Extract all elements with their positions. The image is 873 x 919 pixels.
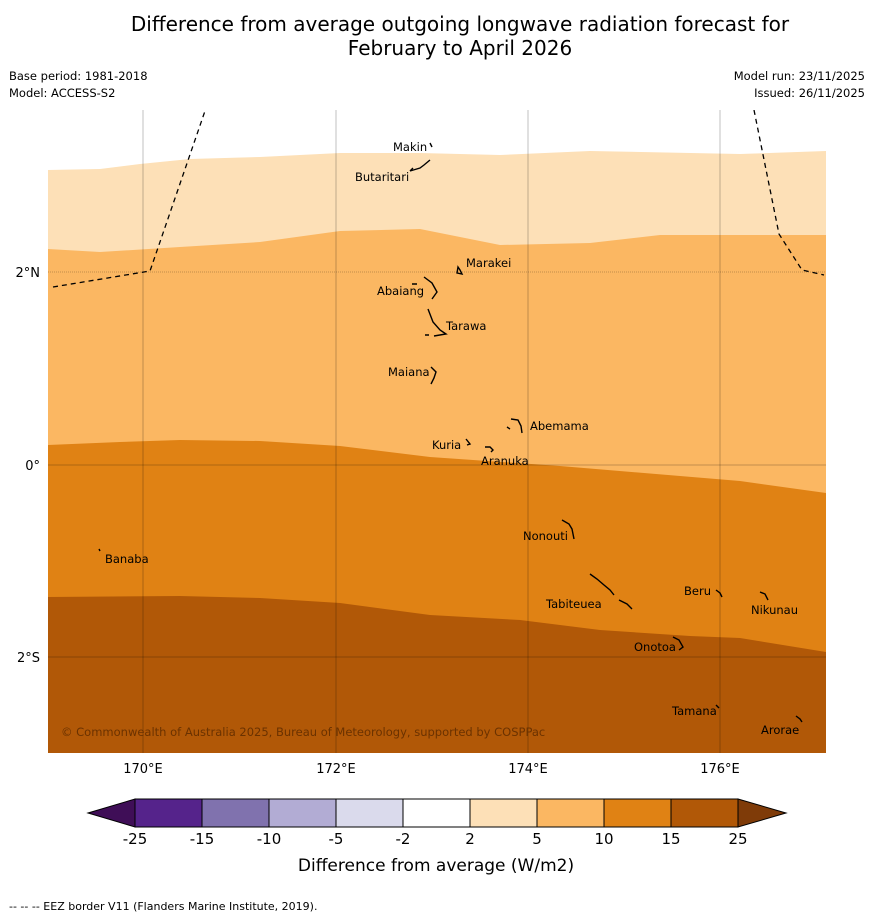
label-tabiteuea: Tabiteuea [545, 597, 602, 611]
label-arorae: Arorae [761, 723, 799, 737]
model-run: Model run: 23/11/2025 [733, 69, 865, 83]
title-line-2: February to April 2026 [347, 36, 573, 60]
nikunau-outline [759, 591, 769, 601]
arorae-outline [795, 715, 803, 723]
lon-label-176: 176°E [700, 762, 740, 777]
lon-label-170: 170°E [123, 762, 163, 777]
colorbar-bin-neg25-neg15 [134, 798, 203, 828]
label-beru: Beru [684, 584, 711, 598]
grid-lines [48, 110, 826, 753]
meta-right: Model run: 23/11/2025 Issued: 26/11/2025 [734, 68, 865, 102]
island-outlines [98, 142, 803, 723]
colorbar-tick: -25 [123, 830, 148, 848]
colorbar-tick: 2 [465, 830, 475, 848]
label-makin: Makin [393, 140, 427, 154]
abemama-outline [506, 418, 523, 434]
colorbar-bin-neg10-neg5 [268, 798, 337, 828]
colorbar-tick: -10 [257, 830, 282, 848]
label-onotoa: Onotoa [634, 640, 676, 654]
issued-date: Issued: 26/11/2025 [754, 86, 865, 100]
label-maiana: Maiana [388, 365, 430, 379]
colorbar-tick: -15 [190, 830, 215, 848]
makin-outline [429, 142, 433, 148]
colorbar: -25 -15 -10 -5 -2 2 5 10 15 25 Differenc… [86, 798, 788, 876]
abaiang-outline [412, 276, 438, 300]
colorbar-tick: 10 [594, 830, 613, 848]
tamana-outline [715, 704, 720, 709]
butaritari-outline [409, 159, 431, 172]
colorbar-bin-2-5 [469, 798, 538, 828]
copyright-text: © Commonwealth of Australia 2025, Bureau… [61, 725, 545, 739]
nonouti-outline [561, 519, 575, 540]
label-butaritari: Butaritari [355, 170, 409, 184]
chart-title: Difference from average outgoing longwav… [60, 12, 860, 60]
colorbar-tick: 15 [661, 830, 680, 848]
label-abemama: Abemama [530, 419, 589, 433]
label-banaba: Banaba [105, 552, 149, 566]
lat-label-2s: 2°S [17, 651, 40, 666]
tabiteuea-outline [589, 573, 633, 610]
colorbar-tick: -2 [396, 830, 411, 848]
label-nonouti: Nonouti [523, 529, 568, 543]
label-nikunau: Nikunau [751, 603, 798, 617]
label-abaiang: Abaiang [377, 284, 424, 298]
eez-border-east [753, 110, 825, 276]
lat-label-2n: 2°N [16, 266, 41, 281]
colorbar-extend-high [737, 798, 788, 828]
colorbar-title: Difference from average (W/m2) [298, 856, 574, 876]
lon-label-174: 174°E [508, 762, 548, 777]
colorbar-bin-10-15 [603, 798, 672, 828]
map-area: Makin Butaritari Marakei Abaiang Tarawa … [48, 110, 826, 753]
label-aranuka: Aranuka [481, 454, 529, 468]
lon-label-172: 172°E [316, 762, 356, 777]
colorbar-bin-5-10 [536, 798, 605, 828]
base-period: Base period: 1981-2018 [9, 69, 148, 83]
colorbar-bin-neg5-neg2 [335, 798, 404, 828]
colorbar-tick: -5 [329, 830, 344, 848]
meta-left: Base period: 1981-2018 Model: ACCESS-S2 [9, 68, 148, 102]
label-marakei: Marakei [466, 256, 511, 270]
label-tamana: Tamana [671, 704, 717, 718]
colorbar-bin-neg2-2 [402, 798, 471, 828]
maiana-outline [430, 366, 437, 385]
colorbar-bin-15-25 [670, 798, 739, 828]
eez-footnote: -- -- -- EEZ border V11 (Flanders Marine… [9, 900, 318, 913]
model-name: Model: ACCESS-S2 [9, 86, 116, 100]
banaba-outline [98, 548, 101, 552]
label-kuria: Kuria [432, 438, 461, 452]
kuria-aranuka-outline [465, 438, 494, 453]
beru-outline [715, 589, 723, 598]
colorbar-tick: 25 [728, 830, 747, 848]
tarawa-outline [425, 308, 448, 337]
colorbar-extend-low [86, 798, 136, 828]
label-tarawa: Tarawa [445, 319, 486, 333]
lat-label-0: 0° [25, 459, 40, 474]
title-line-1: Difference from average outgoing longwav… [130, 12, 790, 36]
colorbar-bin-neg15-neg10 [201, 798, 270, 828]
colorbar-tick: 5 [532, 830, 542, 848]
band-below-2 [48, 110, 826, 170]
onotoa-outline [672, 636, 684, 651]
marakei-outline [456, 265, 464, 275]
